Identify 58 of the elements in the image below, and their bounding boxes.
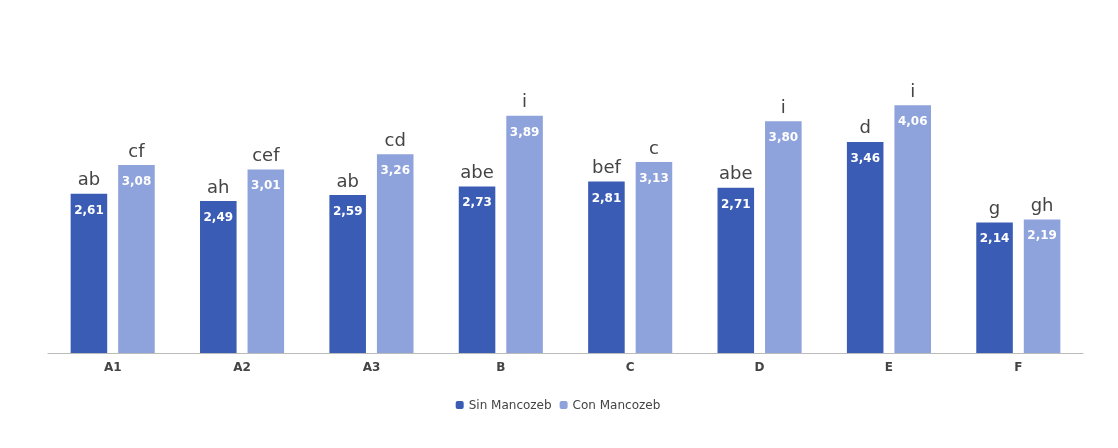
x-tick-label: B [496,360,506,374]
data-label: 2,81 [591,190,622,205]
data-label: 3,46 [850,150,880,165]
data-label: 2,14 [979,231,1010,246]
text: i [910,79,916,101]
data-label: 2,19 [1027,228,1057,243]
annotation: cd [384,128,406,150]
annotation: c [649,136,659,158]
x-tick-label: A2 [233,360,251,374]
legend-label: Con Mancozeb [572,398,661,412]
x-tick-label: E [884,360,894,374]
annotation: i [522,90,528,112]
bar [588,181,625,353]
bar [635,162,673,353]
annotation: abe [719,162,753,184]
x-tick-label: F [1014,360,1023,374]
bar [506,115,543,353]
data-label: 4,06 [897,114,928,129]
data-label: 3,26 [380,163,411,178]
legend-label: Sin Mancozeb [468,398,552,412]
data-label: 2,59 [332,204,363,219]
annotation: ah [207,175,230,197]
annotation: ab [336,169,359,191]
annotation: i [780,95,786,117]
bar [894,105,931,353]
x-tick-label: D [754,360,765,374]
data-label: 3,89 [509,124,540,139]
annotation: cef [252,143,281,165]
annotation: gh [1030,193,1054,215]
x-tick-label: A1 [103,360,122,374]
bar [118,165,155,353]
bar [329,195,366,353]
bar [846,141,884,353]
data-label: 2,49 [203,210,234,225]
bar [765,121,802,353]
bar [717,187,755,353]
data-label: 3,13 [639,171,669,186]
data-label: 3,80 [768,130,799,145]
data-label: 3,01 [251,178,281,193]
data-label: 2,71 [720,196,751,211]
annotation: abe [460,160,494,182]
annotation: g [988,196,1001,218]
bar [376,154,414,353]
bar [247,169,285,353]
x-tick-label: A3 [362,360,381,374]
bar [1023,219,1061,353]
annotation: d [859,116,871,138]
bar [976,222,1013,353]
x-tick-label: C [625,360,635,374]
bar [458,186,496,353]
annotation: cf [128,139,146,161]
annotation: ab [77,168,101,190]
data-label: 3,08 [121,174,152,189]
bar [200,201,237,353]
data-label: 2,73 [462,195,492,210]
data-label: 2,61 [74,202,104,217]
bar [70,193,108,353]
annotation: bef [592,156,622,178]
